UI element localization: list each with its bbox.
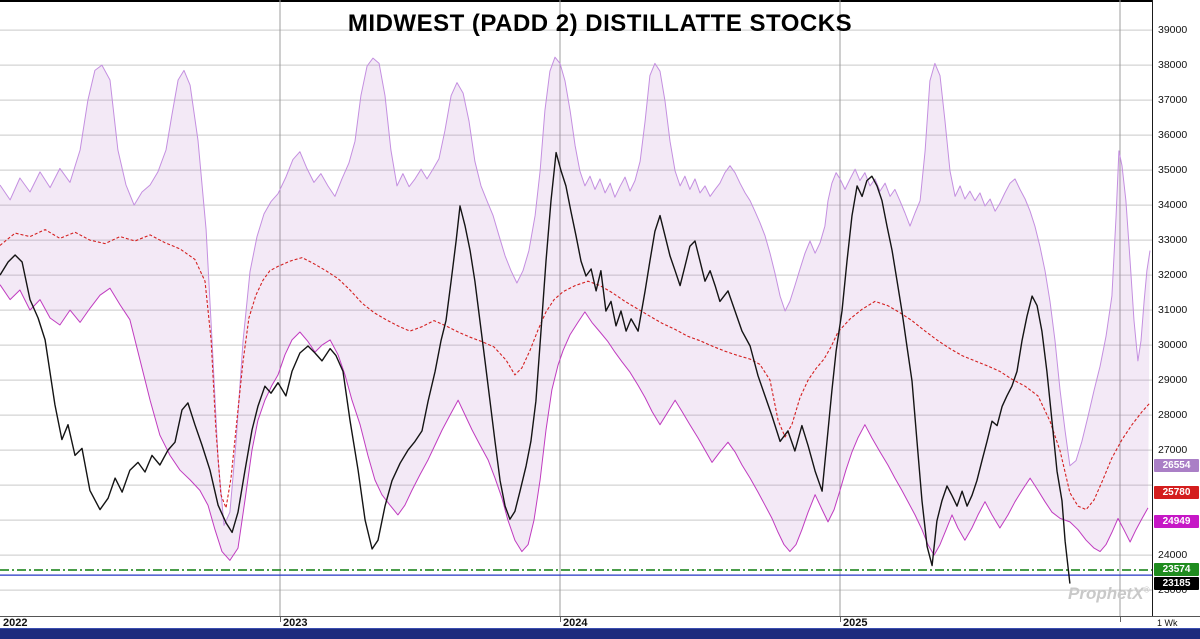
y-axis-label: 39000 (1158, 24, 1188, 37)
y-axis-label: 38000 (1158, 59, 1188, 72)
y-axis-label: 37000 (1158, 94, 1188, 107)
series-five-year-range-high (0, 56, 1151, 526)
watermark-text: ProphetX (1068, 584, 1144, 603)
y-axis-label: 31000 (1158, 304, 1188, 317)
series-current-stocks (0, 151, 1071, 584)
x-axis-tick (1120, 617, 1121, 622)
y-axis-label: 34000 (1158, 199, 1188, 212)
y-axis: 39000 38000 37000 36000 35000 34000 33000 32000… (1152, 0, 1200, 616)
x-axis-year-label: 2022 (3, 617, 28, 629)
y-axis-label: 30000 (1158, 339, 1188, 352)
x-axis-timeline: 2022 2023 2024 2025 (0, 616, 1200, 629)
chart-plot-area (0, 0, 1152, 616)
x-axis-tick (280, 617, 281, 622)
series-five-year-range-low (0, 284, 1149, 561)
y-axis-label: 24000 (1158, 549, 1188, 562)
y-axis-label: 28000 (1158, 409, 1188, 422)
chart-title: MIDWEST (PADD 2) DISTILLATTE STOCKS (347, 10, 853, 37)
quote-tag-five-year-min-line: 23574 (1154, 563, 1199, 576)
x-axis-tick (560, 617, 561, 622)
y-axis-label: 32000 (1158, 269, 1188, 282)
registered-mark-icon: ® (1143, 585, 1150, 595)
x-axis-year-label: 2025 (843, 617, 868, 629)
quote-tag-five-year-range-high: 26554 (1154, 458, 1199, 472)
x-axis-year-label: 2023 (283, 617, 308, 629)
quote-tag-current-stocks: 23185 (1154, 576, 1199, 590)
y-axis-label: 35000 (1158, 164, 1188, 177)
quote-tag-five-year-average: 25780 (1154, 485, 1199, 499)
prophetx-watermark: ProphetX® (1068, 584, 1149, 604)
five-year-range-band (0, 57, 1150, 561)
x-axis-year-label: 2024 (563, 617, 588, 629)
y-axis-label: 36000 (1158, 129, 1188, 142)
quote-tag-five-year-range-low: 24949 (1154, 514, 1199, 528)
y-axis-label: 29000 (1158, 374, 1188, 387)
y-axis-label: 33000 (1158, 234, 1188, 247)
timeframe-label: 1 Wk (1157, 618, 1178, 628)
series-five-year-average (0, 229, 1151, 511)
y-axis-label: 27000 (1158, 444, 1188, 457)
horizontal-scrollbar[interactable] (0, 628, 1200, 639)
top-border (0, 0, 1200, 2)
x-axis-tick (840, 617, 841, 622)
